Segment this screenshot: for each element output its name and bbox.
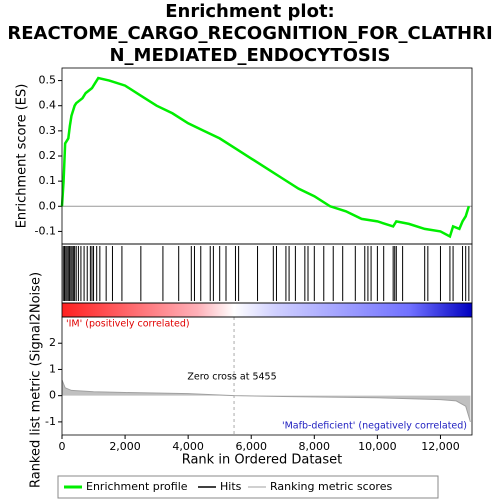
annotation: Zero cross at 5455	[187, 372, 276, 383]
x-axis-label: Rank in Ordered Dataset	[182, 453, 343, 468]
y-tick-label: 2	[49, 336, 56, 349]
x-tick-label: 10,000	[358, 440, 397, 453]
y-tick-label: 0.4	[39, 99, 57, 112]
y-tick-label: 0.3	[39, 124, 57, 137]
annotation: 'IM' (positively correlated)	[66, 319, 190, 330]
y-tick-label: 0	[49, 389, 56, 402]
x-tick-label: 0	[59, 440, 66, 453]
y-axis-label: Enrichment score (ES)	[15, 84, 30, 229]
y-tick-label: 0.0	[39, 199, 57, 212]
es-line	[60, 76, 471, 239]
chart-title: N_MEDIATED_ENDOCYTOSIS	[109, 45, 390, 66]
y-tick-label: -0.1	[35, 224, 56, 237]
y-axis-label: Ranked list metric (Signal2Noise)	[29, 272, 44, 488]
legend-label: Enrichment profile	[86, 480, 188, 493]
x-tick-label: 8,000	[299, 440, 331, 453]
rank-color-band	[62, 303, 472, 317]
x-tick-label: 2,000	[109, 440, 141, 453]
y-tick-label: -1	[45, 415, 56, 428]
legend-label: Ranking metric scores	[270, 480, 392, 493]
x-tick-label: 6,000	[235, 440, 267, 453]
chart-title: Enrichment plot:	[165, 1, 335, 22]
panel-frame	[61, 316, 473, 436]
y-tick-label: 0.5	[39, 74, 57, 87]
annotation: 'Mafb-deficient' (negatively correlated)	[282, 421, 467, 432]
y-tick-label: 0.1	[39, 174, 57, 187]
x-tick-label: 4,000	[172, 440, 204, 453]
chart-title: REACTOME_CARGO_RECOGNITION_FOR_CLATHRI	[7, 23, 492, 44]
y-tick-label: 0.2	[39, 149, 57, 162]
legend-label: Hits	[220, 480, 242, 493]
y-tick-label: 1	[49, 362, 56, 375]
x-tick-label: 12,000	[421, 440, 460, 453]
